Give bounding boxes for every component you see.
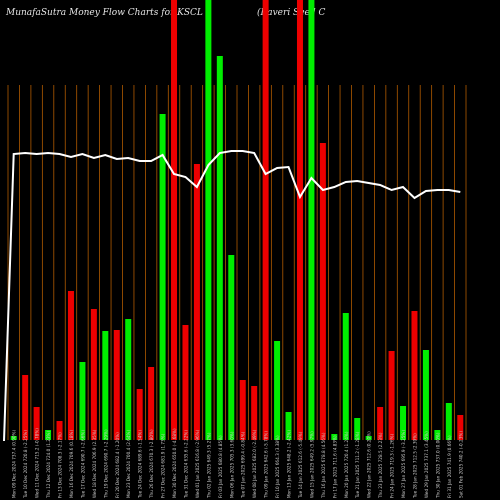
x-tick-label: Wed 18 Dec 2024 706.9 (2.35%) — [92, 429, 97, 498]
x-tick-label: Thu 19 Dec 2024 690.7 (-2.29%) — [103, 429, 108, 499]
x-tick-label: Mon 27 Jan 2025 695.9 (-3.25%) — [401, 430, 406, 498]
money-flow-bar — [296, 0, 303, 440]
x-tick-label: Sat 01 Feb 2025 740.2 (-0.23%) — [458, 431, 463, 498]
money-flow-bar — [33, 407, 40, 440]
money-flow-bar — [354, 418, 361, 440]
money-flow-bar — [125, 319, 132, 440]
x-tick-label: Mon 13 Jan 2025 648.2 (-2.42%) — [287, 430, 292, 498]
x-tick-label: Fri 17 Jan 2025 711.6 (4.83%) — [332, 435, 337, 498]
money-flow-bar — [308, 0, 315, 440]
x-tick-label: Thu 16 Jan 2025 678.8 (4.56%) — [321, 432, 326, 499]
money-flow-bar — [148, 367, 155, 440]
x-tick-labels: Mon 09 Dec 2024 737.4 (0.90%) Tue 10 Dec … — [12, 428, 464, 499]
money-flow-bar — [457, 415, 464, 440]
money-flow-bar — [331, 434, 338, 440]
chart-title: MunafaSutra Money Flow Charts for KSCL — [6, 8, 203, 18]
x-tick-label: Tue 21 Jan 2025 711.2 (-1.28%) — [355, 431, 360, 499]
chart-subtitle: (Kaveri Seed C — [257, 8, 326, 18]
x-tick-label: Wed 22 Jan 2025 712.6 (0.20%) — [367, 431, 372, 498]
money-flow-bar — [251, 386, 258, 440]
money-flow-bar — [45, 430, 52, 440]
x-tick-label: Tue 28 Jan 2025 712.5 (2.39%) — [412, 433, 417, 499]
money-flow-bar — [388, 351, 395, 440]
x-tick-label: Mon 30 Dec 2024 650.0 (-4.68%) — [172, 428, 177, 498]
money-flow-bar — [216, 56, 223, 440]
x-tick-label: Thu 02 Jan 2025 649.3 (5.27%) — [206, 432, 211, 499]
money-flow-bar — [56, 421, 63, 440]
money-flow-bar — [434, 430, 441, 440]
x-tick-label: Thu 12 Dec 2024 724.0 (1.23%) — [46, 430, 51, 499]
x-tick-label: Mon 23 Dec 2024 700.4 (2.64%) — [126, 430, 131, 498]
x-tick-label: Fri 31 Jan 2025 741.9 (0.66%) — [447, 435, 452, 498]
x-tick-label: Thu 30 Jan 2025 737.0 (0.00%) — [435, 432, 440, 499]
money-flow-bar — [365, 436, 372, 440]
money-flow-bar — [22, 375, 29, 440]
x-tick-label: Wed 08 Jan 2025 682.0 (-2.49%) — [252, 429, 257, 498]
money-flow-bar — [285, 412, 292, 440]
x-tick-label: Wed 11 Dec 2024 715.2 (-0.78%) — [35, 428, 40, 498]
money-flow-bar — [400, 406, 407, 440]
x-tick-label: Fri 10 Jan 2025 664.3 (3.38%) — [275, 435, 280, 498]
x-tick-label: Tue 07 Jan 2025 699.4 (-0.84%) — [241, 431, 246, 499]
grid-layer — [7, 85, 467, 440]
x-tick-label: Tue 31 Dec 2024 635.6 (-2.22%) — [183, 430, 188, 499]
money-flow-bar — [319, 143, 326, 440]
x-tick-label: Tue 24 Dec 2024 689.6 (-1.54%) — [138, 430, 143, 499]
x-tick-label: Thu 09 Jan 2025 642.6 (-5.78%) — [264, 431, 269, 499]
x-tick-label: Mon 06 Jan 2025 705.3 (3.60%) — [229, 431, 234, 498]
money-flow-bar — [411, 311, 418, 440]
money-flow-bar — [377, 407, 384, 440]
x-tick-label: Tue 17 Dec 2024 690.7 (-2.66%) — [80, 430, 85, 499]
money-flow-bar — [274, 341, 281, 440]
money-flow-bar — [10, 436, 17, 440]
money-flow-bar — [136, 389, 143, 440]
x-tick-label: Thu 23 Jan 2025 728.5 (2.23%) — [378, 432, 383, 499]
x-tick-label: Thu 26 Dec 2024 670.3 (-2.80%) — [149, 429, 154, 499]
money-flow-bar — [228, 255, 235, 440]
x-tick-label: Mon 16 Dec 2024 709.6 (0.18%) — [69, 430, 74, 498]
money-flow-bar — [239, 380, 246, 440]
price-line-layer — [3, 150, 461, 442]
money-flow-bar — [342, 313, 349, 440]
price-line — [3, 150, 461, 442]
bar-layer — [10, 0, 464, 440]
money-flow-bar — [90, 309, 97, 440]
x-tick-label: Tue 14 Jan 2025 612.6 (-5.49%) — [298, 431, 303, 499]
x-tick-label: Wed 15 Jan 2025 649.2 (5.97%) — [309, 431, 314, 498]
x-tick-label: Fri 24 Jan 2025 719.3 (-1.26%) — [390, 433, 395, 498]
x-tick-label: Fri 13 Dec 2024 708.3 (-2.17%) — [58, 432, 63, 498]
money-flow-bar — [193, 164, 200, 440]
x-tick-label: Wed 29 Jan 2025 737.1 (3.45%) — [424, 431, 429, 498]
x-tick-label: Fri 27 Dec 2024 681.9 (1.73%) — [161, 433, 166, 498]
money-flow-bar — [205, 0, 212, 440]
money-flow-bar — [102, 331, 109, 440]
money-flow-bar — [79, 362, 86, 440]
money-flow-bar — [159, 114, 166, 440]
money-flow-bar — [262, 0, 269, 440]
money-flow-bar — [422, 350, 429, 440]
x-tick-label: Tue 10 Dec 2024 720.8 (-2.25%) — [23, 430, 28, 499]
money-flow-bar — [67, 291, 74, 440]
money-flow-bar — [182, 325, 189, 440]
money-flow-bar — [445, 403, 452, 440]
money-flow-bar — [171, 0, 178, 440]
x-tick-label: Mon 20 Jan 2025 720.4 (1.24%) — [344, 431, 349, 498]
money-flow-bar — [113, 330, 120, 440]
x-tick-label: Wed 01 Jan 2025 616.8 (-2.96%) — [195, 429, 200, 498]
x-tick-label: Mon 09 Dec 2024 737.4 (0.90%) — [12, 430, 17, 498]
x-tick-label: Fri 03 Jan 2025 680.8 (4.85%) — [218, 435, 223, 498]
x-tick-label: Fri 20 Dec 2024 682.4 (-1.20%) — [115, 432, 120, 498]
